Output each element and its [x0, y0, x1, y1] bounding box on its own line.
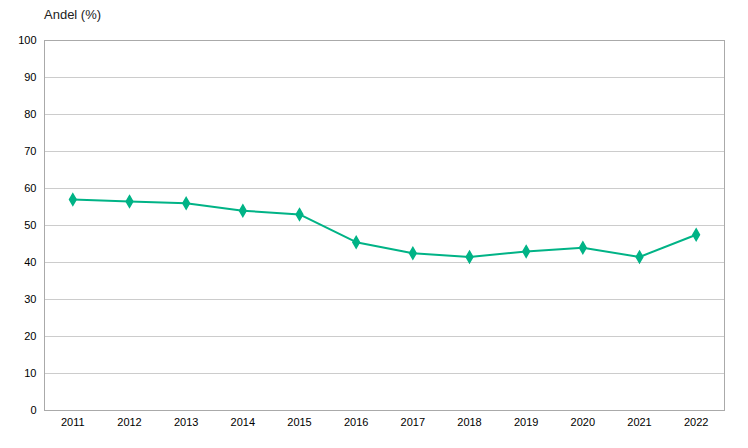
svg-text:2022: 2022 — [684, 416, 708, 428]
svg-text:30: 30 — [24, 293, 36, 305]
svg-text:50: 50 — [24, 219, 36, 231]
svg-text:100: 100 — [18, 34, 36, 46]
svg-text:2021: 2021 — [627, 416, 651, 428]
svg-text:2011: 2011 — [61, 416, 85, 428]
svg-text:40: 40 — [24, 256, 36, 268]
svg-text:20: 20 — [24, 330, 36, 342]
svg-text:2015: 2015 — [287, 416, 311, 428]
svg-text:0: 0 — [30, 404, 36, 416]
svg-text:2016: 2016 — [344, 416, 368, 428]
svg-text:2013: 2013 — [174, 416, 198, 428]
html-text:Andel (%): Andel (%) — [44, 7, 102, 22]
svg-text:2012: 2012 — [117, 416, 141, 428]
svg-text:10: 10 — [24, 367, 36, 379]
svg-text:60: 60 — [24, 182, 36, 194]
svg-text:2020: 2020 — [571, 416, 595, 428]
svg-text:2018: 2018 — [457, 416, 481, 428]
svg-text:70: 70 — [24, 145, 36, 157]
svg-text:90: 90 — [24, 71, 36, 83]
svg-text:2014: 2014 — [231, 416, 255, 428]
svg-text:80: 80 — [24, 108, 36, 120]
svg-text:2017: 2017 — [401, 416, 425, 428]
svg-text:2019: 2019 — [514, 416, 538, 428]
